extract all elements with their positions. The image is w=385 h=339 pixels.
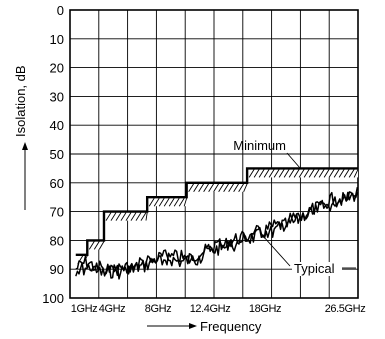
y-tick-label: 50 bbox=[50, 147, 64, 162]
hatch-stroke bbox=[158, 197, 165, 207]
y-axis-label: Isolation, dB bbox=[13, 65, 28, 137]
hatch-stroke bbox=[148, 197, 155, 207]
hatch-stroke bbox=[218, 183, 225, 193]
hatch-stroke bbox=[238, 183, 245, 193]
y-tick-label: 10 bbox=[50, 32, 64, 47]
hatch-stroke bbox=[193, 183, 200, 193]
hatch-stroke bbox=[168, 197, 175, 207]
hatch-stroke bbox=[178, 197, 185, 207]
hatch-stroke bbox=[233, 183, 240, 193]
hatch-stroke bbox=[153, 197, 160, 207]
hatch-stroke bbox=[198, 183, 205, 193]
hatch-stroke bbox=[333, 169, 340, 178]
hatch-stroke bbox=[105, 212, 112, 221]
annotations: Minimum Typical bbox=[233, 138, 356, 276]
x-axis-label: Frequency bbox=[200, 319, 262, 334]
hatch-stroke bbox=[243, 183, 248, 192]
typical-label-bg bbox=[292, 262, 342, 276]
hatch-stroke bbox=[323, 169, 330, 178]
hatch-stroke bbox=[120, 212, 127, 221]
hatch-stroke bbox=[263, 169, 270, 178]
hatch-stroke bbox=[283, 169, 290, 178]
hatch-band bbox=[103, 211, 148, 221]
hatch-stroke bbox=[338, 169, 345, 178]
x-tick-label: 8GHz bbox=[145, 303, 172, 315]
x-tick-label: 4GHz bbox=[99, 303, 126, 315]
minimum-leader-line bbox=[286, 152, 301, 169]
x-axis-arrow bbox=[147, 323, 197, 329]
hatch-band bbox=[75, 254, 88, 264]
hatch-stroke bbox=[188, 183, 195, 193]
typical-series-line bbox=[75, 186, 359, 280]
hatch-stroke bbox=[343, 169, 350, 178]
hatch-stroke bbox=[328, 169, 335, 178]
hatch-stroke bbox=[125, 212, 132, 221]
hatch-stroke bbox=[135, 212, 142, 221]
hatch-stroke bbox=[203, 183, 210, 193]
hatch-stroke bbox=[258, 169, 265, 178]
hatch-stroke bbox=[223, 183, 230, 193]
y-axis-arrow bbox=[22, 142, 28, 210]
y-tick-label: 90 bbox=[50, 262, 64, 277]
hatch-stroke bbox=[183, 198, 188, 207]
typical-annotation: Typical bbox=[294, 261, 335, 276]
hatch-stroke bbox=[278, 169, 285, 178]
y-tick-label: 40 bbox=[50, 118, 64, 133]
hatch-stroke bbox=[273, 169, 280, 178]
hatch-stroke bbox=[93, 241, 100, 250]
minimum-annotation: Minimum bbox=[233, 138, 286, 153]
minimum-hatch bbox=[75, 168, 359, 265]
hatch-stroke bbox=[248, 169, 255, 178]
hatch-band bbox=[87, 240, 104, 250]
x-tick-label: 12.4GHz bbox=[190, 303, 231, 315]
hatch-stroke bbox=[213, 183, 220, 193]
y-tick-label: 20 bbox=[50, 61, 64, 76]
y-tick-label: 60 bbox=[50, 176, 64, 191]
y-tick-label: 100 bbox=[42, 291, 64, 306]
hatch-stroke bbox=[145, 212, 148, 221]
hatch-stroke bbox=[88, 241, 95, 250]
hatch-stroke bbox=[318, 169, 325, 178]
hatch-stroke bbox=[303, 169, 310, 178]
hatch-stroke bbox=[288, 169, 295, 178]
hatch-stroke bbox=[293, 169, 300, 178]
hatch-stroke bbox=[130, 212, 137, 221]
hatch-stroke bbox=[228, 183, 235, 193]
hatch-stroke bbox=[268, 169, 275, 178]
hatch-stroke bbox=[115, 212, 122, 221]
chart-grid bbox=[69, 9, 359, 299]
y-tick-label: 70 bbox=[50, 205, 64, 220]
y-tick-label: 0 bbox=[57, 3, 64, 18]
hatch-stroke bbox=[313, 169, 320, 178]
hatch-band bbox=[247, 168, 358, 178]
x-tick-label: 26.5GHz bbox=[325, 303, 366, 315]
x-tick-label: 1GHz bbox=[71, 303, 98, 315]
hatch-stroke bbox=[348, 169, 355, 178]
hatch-stroke bbox=[308, 169, 315, 178]
hatch-stroke bbox=[98, 241, 105, 250]
hatch-stroke bbox=[298, 169, 305, 178]
hatch-stroke bbox=[253, 169, 260, 178]
y-axis-label-group: Isolation, dB bbox=[13, 65, 28, 137]
y-tick-label: 80 bbox=[50, 233, 64, 248]
hatch-stroke bbox=[173, 197, 180, 207]
hatch-stroke bbox=[110, 212, 117, 221]
hatch-stroke bbox=[163, 197, 170, 207]
x-tick-labels: 1GHz 4GHz 8GHz 12.4GHz 18GHz 26.5GHz bbox=[71, 303, 366, 315]
x-tick-label: 18GHz bbox=[249, 303, 281, 315]
series-layer bbox=[75, 167, 359, 280]
y-tick-labels: 0 10 20 30 40 50 60 70 80 90 100 bbox=[42, 3, 64, 306]
hatch-stroke bbox=[208, 183, 215, 193]
minimum-leader-arrow bbox=[296, 164, 302, 170]
typical-leader-line-1 bbox=[262, 235, 291, 267]
y-tick-label: 30 bbox=[50, 89, 64, 104]
hatch-stroke bbox=[353, 169, 359, 178]
hatch-stroke bbox=[140, 212, 147, 221]
minimum-series-line bbox=[75, 167, 358, 257]
